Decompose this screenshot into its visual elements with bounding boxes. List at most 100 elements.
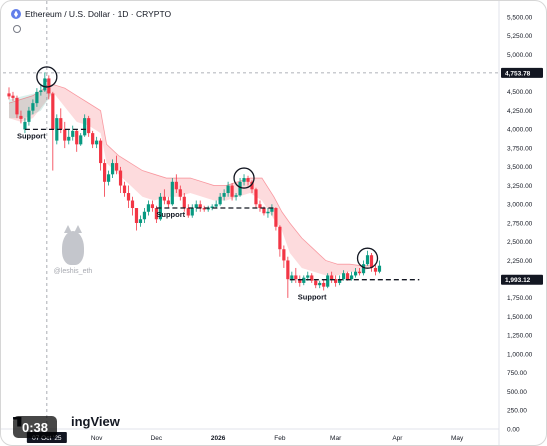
candle-body <box>83 118 87 136</box>
candle-body <box>361 264 366 274</box>
candle-body <box>35 91 39 104</box>
support-label: Support <box>298 292 327 301</box>
candle-body <box>134 208 139 223</box>
candle-body <box>218 196 222 205</box>
candle-body <box>67 136 71 141</box>
candle-body <box>369 255 374 268</box>
candle-body <box>118 170 123 186</box>
candle-body <box>122 185 127 194</box>
candle-body <box>202 208 206 210</box>
x-tick-label: Apr <box>392 435 403 442</box>
y-tick-label: 1,250.00 <box>507 333 533 340</box>
candle-body <box>238 181 242 196</box>
candle-body <box>178 189 182 197</box>
candle-body <box>286 260 290 280</box>
candle-body <box>294 275 298 280</box>
y-tick-label: 3,250.00 <box>507 183 533 190</box>
price-label-box <box>501 274 543 285</box>
y-tick-label: 3,500.00 <box>507 164 533 171</box>
candle-body <box>322 282 326 287</box>
candle-body <box>103 163 107 182</box>
candle-body <box>190 208 194 216</box>
candle-body <box>150 204 155 209</box>
candle-body <box>114 163 119 171</box>
candle-body <box>130 200 135 209</box>
candle-body <box>146 204 151 212</box>
y-tick-label: 5,000.00 <box>507 52 533 59</box>
candle-body <box>194 204 198 209</box>
candle-body <box>306 275 310 278</box>
candle-body <box>210 206 214 209</box>
candle-body <box>162 196 166 201</box>
y-tick-label: 1,000.00 <box>507 351 533 358</box>
candle-body <box>23 121 27 130</box>
candle-body <box>47 78 51 94</box>
candle-body <box>174 181 178 190</box>
y-tick-label: 1,500.00 <box>507 314 533 321</box>
y-tick-label: 5,250.00 <box>507 33 533 40</box>
candle-body <box>258 204 262 209</box>
chart-title-text: Ethereum / U.S. Dollar · 1D · CRYPTO <box>25 9 172 19</box>
candle-body <box>43 78 47 91</box>
candle-body <box>222 193 226 197</box>
resistance-cloud <box>9 84 370 276</box>
y-tick-label: 3,000.00 <box>507 202 533 209</box>
candle-body <box>266 211 270 214</box>
candle-body <box>334 279 338 283</box>
candle-body <box>242 178 246 182</box>
candle-body <box>357 271 362 274</box>
y-tick-label: 4,000.00 <box>507 127 533 134</box>
candle-body <box>278 226 282 250</box>
y-tick-label: 500.00 <box>507 389 527 396</box>
x-tick-label: Nov <box>91 435 103 442</box>
candle-body <box>298 279 302 283</box>
candle-body <box>310 275 314 281</box>
candle-body <box>290 275 294 280</box>
highlight-circle <box>356 247 379 269</box>
candle-body <box>166 200 170 205</box>
highlight-circle <box>233 167 255 189</box>
candle-body <box>99 140 103 164</box>
cloud-upper-edge <box>8 83 370 267</box>
candle-body <box>349 275 354 280</box>
candle-body <box>282 249 286 261</box>
candle-body <box>59 118 63 130</box>
candle-body <box>154 208 158 220</box>
x-tick-label: May <box>451 435 464 442</box>
candle-body <box>170 181 174 205</box>
candle-body <box>186 208 190 216</box>
candle-body <box>39 90 43 92</box>
candle-body <box>254 189 258 205</box>
chart-title: Ethereum / U.S. Dollar · 1D · CRYPTO <box>11 9 171 19</box>
y-tick-label: 250.00 <box>507 408 527 415</box>
candle-body <box>262 208 266 214</box>
tradingview-logo-text: ingView <box>71 414 120 429</box>
candle-body <box>19 115 23 119</box>
candle-body <box>79 135 83 145</box>
candle-body <box>326 275 330 287</box>
candle-body <box>318 282 322 286</box>
video-time-badge[interactable]: 0:38 <box>13 416 57 438</box>
y-tick-label: 0.00 <box>507 426 520 433</box>
x-tick-label: Mar <box>330 435 342 442</box>
candle-body <box>365 255 370 265</box>
watermark-handle: @leshis_eth <box>53 268 93 275</box>
y-tick-label: 2,750.00 <box>507 220 533 227</box>
candle-body <box>51 93 55 130</box>
candle-body <box>214 204 218 207</box>
ethereum-icon <box>11 9 21 19</box>
watermark: @leshis_eth <box>45 225 101 275</box>
y-tick-label: 2,500.00 <box>507 239 533 246</box>
candle-body <box>314 280 318 286</box>
price-label-text: 4,753.78 <box>505 70 531 77</box>
candle-body <box>142 211 147 220</box>
x-tick-label: 2026 <box>211 435 226 442</box>
candle-body <box>330 275 334 280</box>
highlight-circle <box>36 66 58 88</box>
candle-body <box>353 271 358 276</box>
candle-body <box>11 95 15 98</box>
price-label-box <box>501 67 543 78</box>
candle-body <box>106 174 111 182</box>
settings-icon[interactable] <box>13 25 21 33</box>
